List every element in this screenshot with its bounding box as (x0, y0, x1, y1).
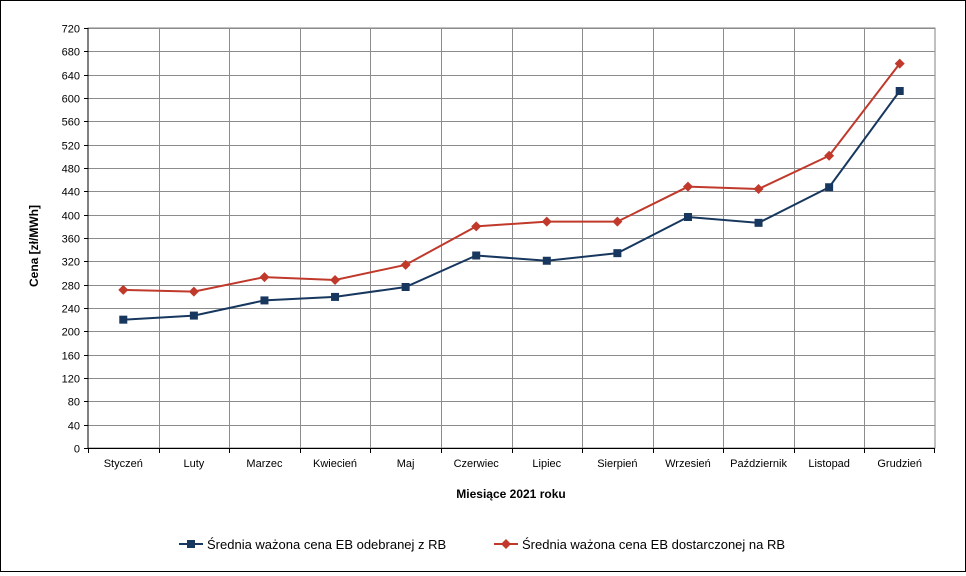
y-tick-label: 160 (62, 351, 80, 363)
x-tick-label: Styczeń (104, 458, 143, 470)
y-tick-label: 240 (62, 304, 80, 316)
y-tick-label: 320 (62, 257, 80, 269)
y-tick-label: 480 (62, 164, 80, 176)
y-tick-label: 640 (62, 71, 80, 83)
data-point (331, 292, 340, 301)
y-axis-ticks: 0 40 80 120 160 200 240 280 320 360 400 440 480 520 56… (62, 24, 88, 456)
x-tick-label: Czerwiec (454, 458, 500, 470)
data-point (471, 221, 482, 232)
legend: Średnia ważona cena EB odebranej z RB Śre… (179, 537, 785, 552)
y-tick-label: 0 (74, 444, 80, 456)
legend-label: Średnia ważona cena EB odebranej z RB (207, 537, 446, 552)
series-line (123, 90, 901, 321)
x-tick-label: Maj (397, 458, 415, 470)
y-tick-label: 280 (62, 281, 80, 293)
y-tick-label: 520 (62, 141, 80, 153)
legend-marker (501, 539, 511, 549)
data-point (824, 150, 835, 161)
data-point (400, 259, 411, 270)
y-tick-label: 680 (62, 47, 80, 59)
y-axis-title: Cena [zł/MWh] (27, 205, 41, 287)
y-tick-label: 40 (68, 421, 80, 433)
x-tick-label: Listopad (808, 458, 850, 470)
x-tick-label: Grudzień (877, 458, 922, 470)
x-axis-ticks: Styczeń Luty Marzec Kwiecień Maj Czerwiec Lipi… (88, 448, 935, 470)
data-point (754, 218, 763, 227)
y-tick-label: 120 (62, 374, 80, 386)
data-point (613, 249, 622, 258)
x-tick-label: Sierpień (597, 458, 637, 470)
series-group (118, 58, 905, 324)
series-2 (118, 58, 905, 297)
x-tick-label: Marzec (246, 458, 283, 470)
y-tick-label: 200 (62, 327, 80, 339)
data-point (401, 283, 410, 291)
legend-marker (187, 540, 195, 548)
series-line (123, 62, 901, 293)
data-point (119, 315, 128, 324)
x-axis-title: Miesiące 2021 roku (456, 487, 565, 501)
data-point (188, 286, 199, 297)
x-tick-label: Kwiecień (313, 458, 357, 470)
legend-item-2: Średnia ważona cena EB dostarczonej na R… (494, 537, 785, 552)
data-point (825, 183, 834, 192)
y-tick-label: 80 (68, 397, 80, 409)
y-tick-label: 400 (62, 211, 80, 223)
data-point (612, 216, 623, 227)
x-tick-label: Lipiec (532, 458, 561, 470)
data-point (541, 216, 552, 227)
legend-item-1: Średnia ważona cena EB odebranej z RB (179, 537, 446, 552)
x-tick-label: Wrzesień (665, 458, 711, 470)
y-tick-label: 440 (62, 187, 80, 199)
data-point (682, 181, 693, 192)
y-tick-label: 360 (62, 234, 80, 246)
data-point (330, 275, 341, 285)
y-tick-label: 720 (62, 24, 80, 36)
data-point (259, 272, 270, 283)
y-tick-label: 600 (62, 94, 80, 106)
data-point (683, 213, 692, 221)
data-point (260, 296, 269, 305)
data-point (894, 58, 905, 69)
x-tick-label: Październik (730, 458, 787, 470)
data-point (753, 184, 764, 194)
data-point (189, 311, 198, 320)
grid-lines (87, 28, 935, 449)
x-tick-label: Luty (183, 458, 204, 470)
legend-label: Średnia ważona cena EB dostarczonej na R… (522, 537, 785, 552)
data-point (542, 256, 551, 265)
series-1 (119, 87, 904, 324)
y-tick-label: 560 (62, 117, 80, 129)
data-point (118, 284, 129, 295)
data-point (895, 87, 904, 95)
data-point (472, 251, 481, 260)
